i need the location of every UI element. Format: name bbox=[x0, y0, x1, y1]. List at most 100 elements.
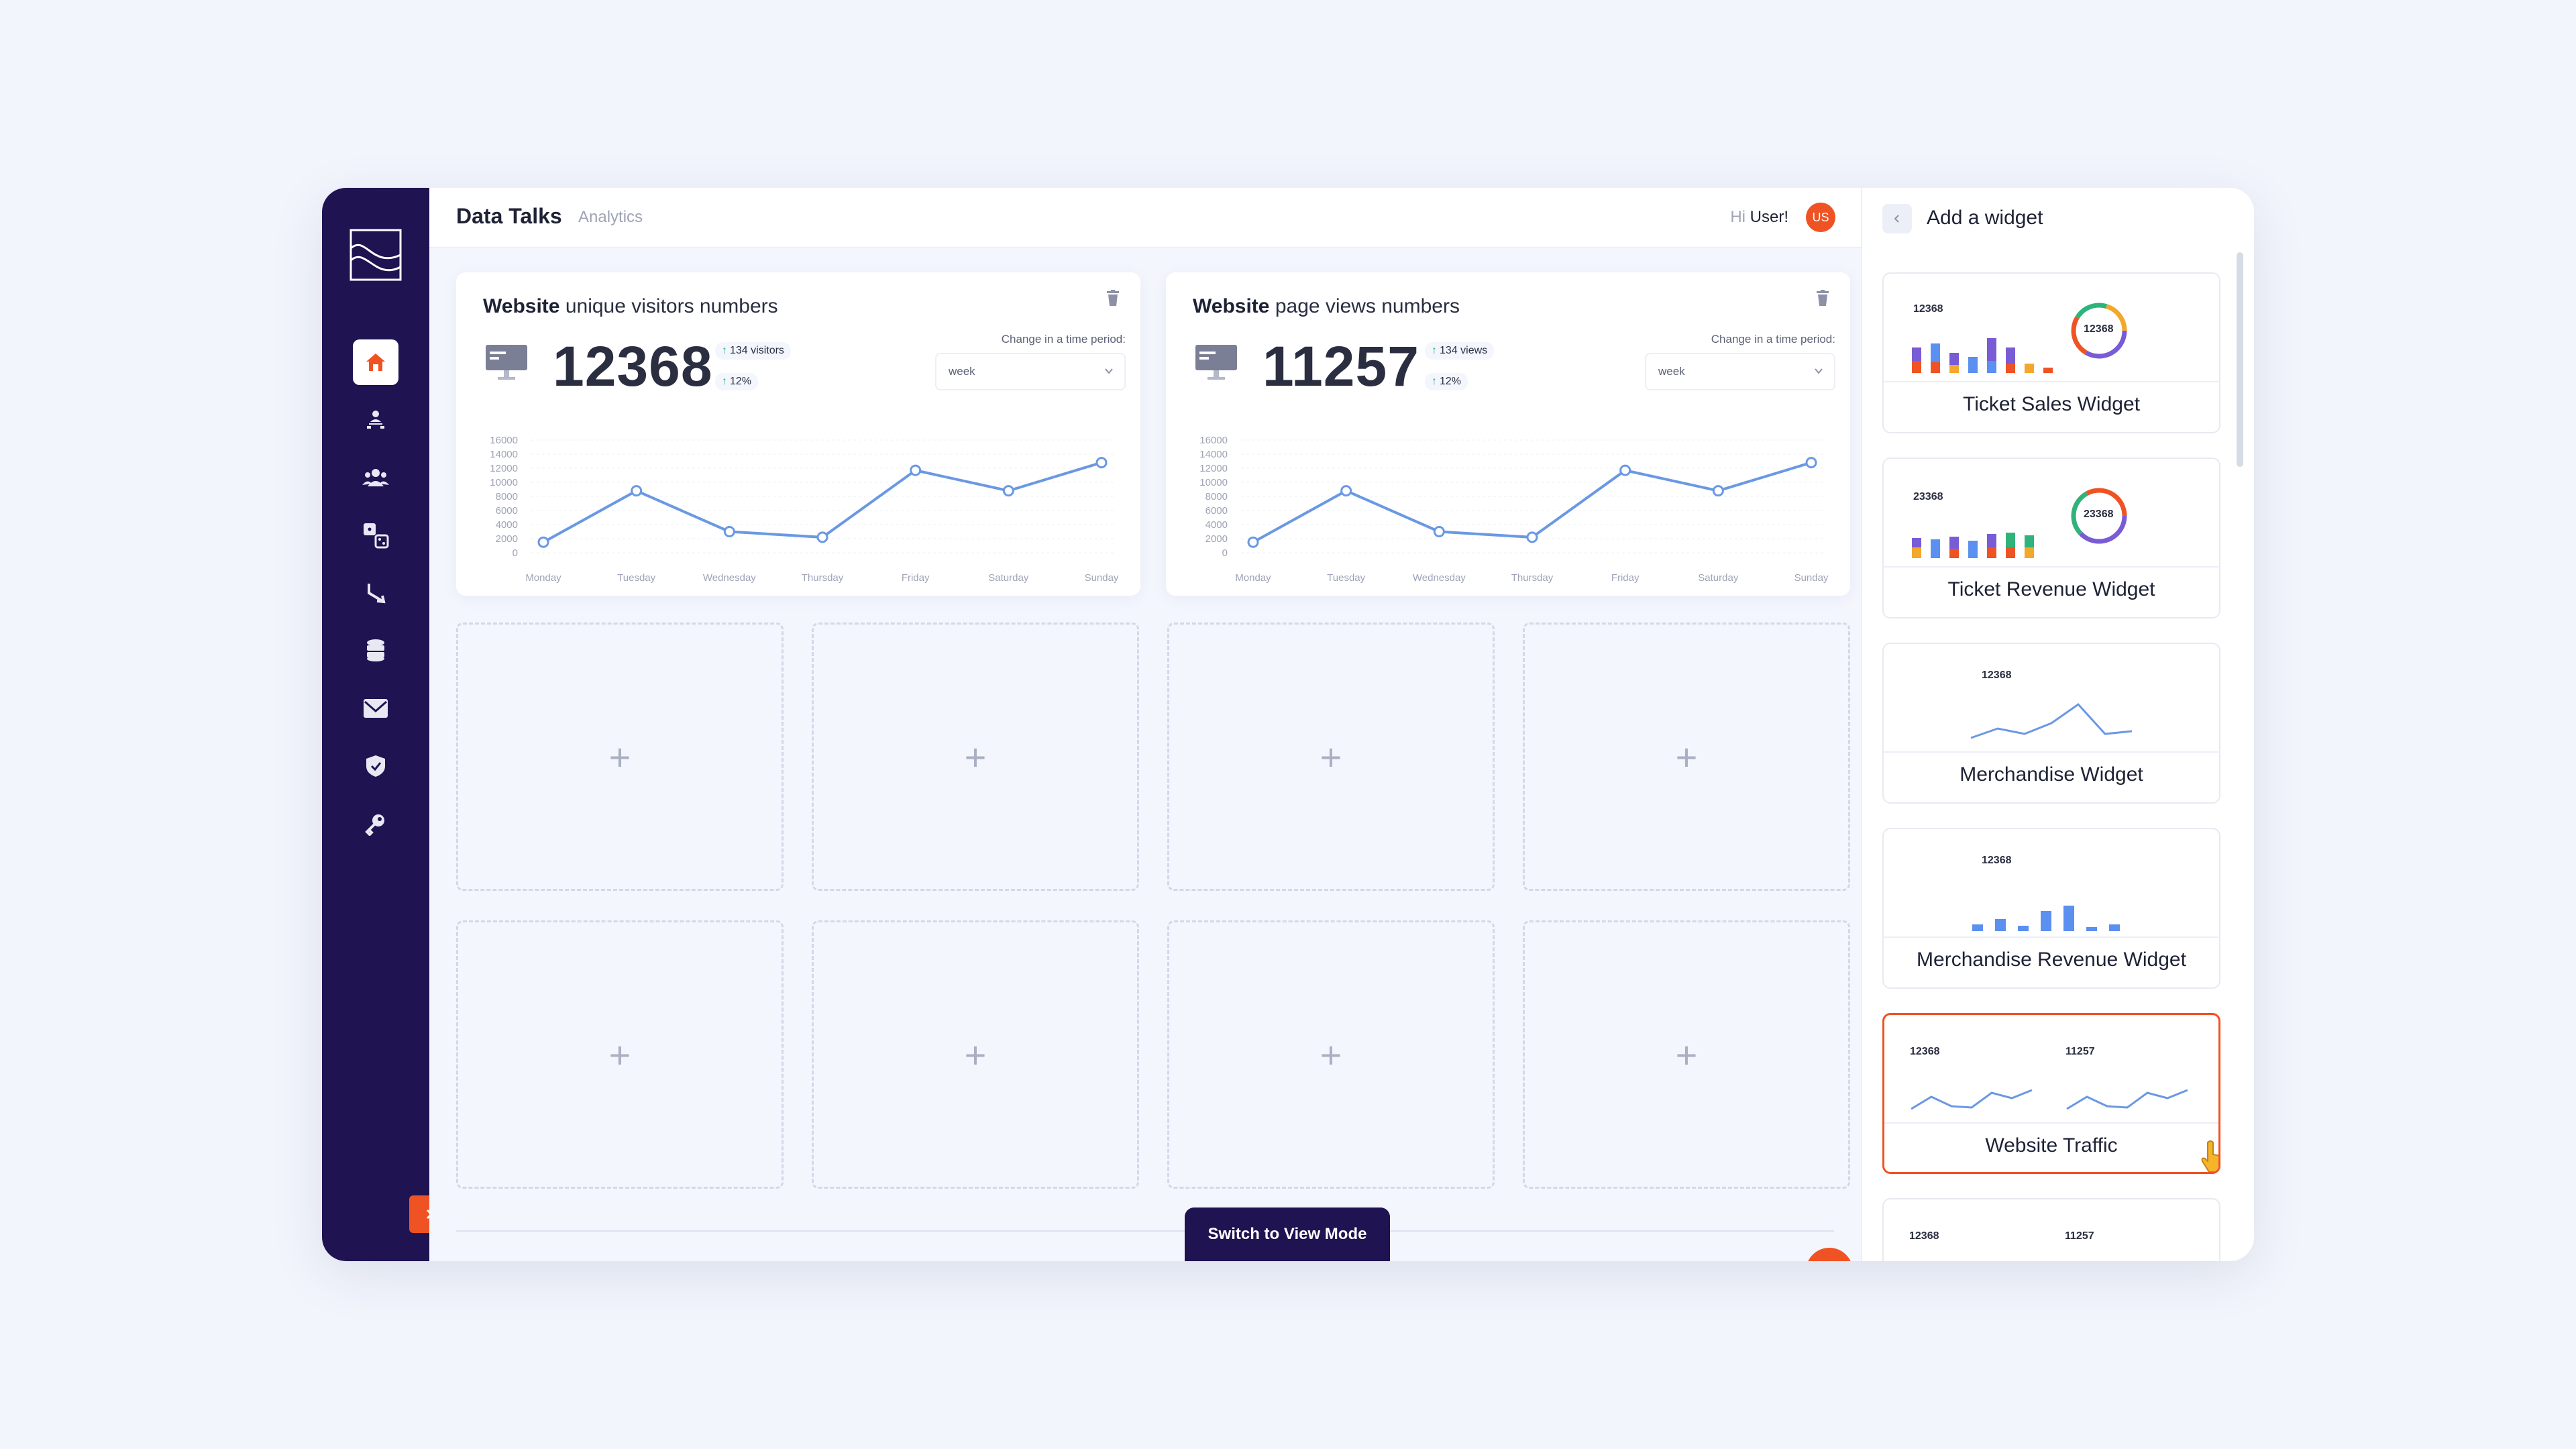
data-point[interactable] bbox=[1526, 531, 1538, 543]
arrow-up-icon: ↑ bbox=[722, 376, 727, 387]
widget-thumbnail: 23368 23368 bbox=[1884, 459, 2219, 568]
data-point[interactable] bbox=[816, 531, 828, 543]
stat-change-count: ↑ 134 visitors bbox=[715, 342, 791, 360]
add-widget-slot[interactable]: + bbox=[1167, 920, 1495, 1189]
period-label: Change in a time period: bbox=[1711, 333, 1835, 345]
y-tick-label: 8000 bbox=[1205, 491, 1228, 502]
widget-thumbnail: 12368 bbox=[1884, 644, 2219, 753]
collapse-panel-button[interactable] bbox=[1882, 204, 1912, 233]
y-tick-label: 10000 bbox=[490, 477, 518, 488]
widget-thumbnail: 12368 11257 bbox=[1884, 1015, 2218, 1124]
monitor-icon bbox=[486, 345, 527, 380]
period-select-value: week bbox=[1658, 365, 1685, 378]
y-tick-label: 2000 bbox=[496, 533, 518, 545]
widget-option-merchandise[interactable]: 12368 Merchandise Widget bbox=[1882, 643, 2220, 804]
data-point[interactable] bbox=[1095, 457, 1108, 469]
sidebar-item-database[interactable] bbox=[353, 628, 398, 674]
sidebar-item-security[interactable] bbox=[353, 743, 398, 789]
sidebar bbox=[322, 188, 429, 1261]
add-widget-slot[interactable]: + bbox=[456, 623, 784, 891]
x-tick-label: Saturday bbox=[1698, 572, 1739, 584]
y-tick-label: 14000 bbox=[1199, 449, 1228, 460]
y-tick-label: 2000 bbox=[1205, 533, 1228, 545]
period-select[interactable]: week bbox=[1645, 353, 1835, 390]
app-window: Data Talks Analytics Hi User! US Website… bbox=[322, 188, 2254, 1261]
data-point[interactable] bbox=[631, 485, 643, 497]
x-tick-label: Saturday bbox=[988, 572, 1029, 584]
data-point[interactable] bbox=[910, 464, 922, 476]
data-point[interactable] bbox=[537, 536, 549, 548]
sidebar-item-users[interactable] bbox=[353, 455, 398, 500]
y-tick-label: 0 bbox=[1222, 547, 1228, 559]
data-point[interactable] bbox=[1619, 464, 1631, 476]
app-logo-icon[interactable] bbox=[349, 228, 402, 282]
y-tick-label: 10000 bbox=[1199, 477, 1228, 488]
arrow-up-icon: ↑ bbox=[1432, 345, 1437, 356]
widget-title-rest: page views numbers bbox=[1275, 295, 1460, 317]
donut-chart-thumbnail bbox=[2071, 488, 2127, 544]
widget-thumbnail: 12368 11257 bbox=[1884, 1199, 2219, 1261]
arrow-up-icon: ↑ bbox=[722, 345, 727, 356]
thumb-value: 12368 bbox=[1910, 1046, 1940, 1057]
trash-icon[interactable] bbox=[1106, 290, 1120, 307]
sidebar-item-home[interactable] bbox=[353, 339, 398, 385]
floating-action-button[interactable] bbox=[1806, 1248, 1853, 1261]
panel-scrollbar[interactable] bbox=[2237, 252, 2243, 467]
x-tick-label: Monday bbox=[1235, 572, 1271, 584]
widget-option-ticket-sales[interactable]: 12368 12368 bbox=[1882, 272, 2220, 433]
widget-option-merchandise-revenue[interactable]: 12368 Merchandise Revenue Widget bbox=[1882, 828, 2220, 989]
avatar[interactable]: US bbox=[1806, 203, 1835, 232]
add-widget-slot[interactable]: + bbox=[1167, 623, 1495, 891]
trash-icon[interactable] bbox=[1815, 290, 1830, 307]
stat-change-percent: ↑ 12% bbox=[1425, 373, 1468, 390]
greeting: Hi User! bbox=[1730, 208, 1788, 227]
data-point[interactable] bbox=[723, 526, 735, 537]
sidebar-item-hierarchy[interactable] bbox=[353, 397, 398, 443]
sidebar-item-split[interactable] bbox=[353, 570, 398, 616]
app-name: Data Talks bbox=[456, 204, 562, 228]
visitors-value: 12368 bbox=[553, 335, 713, 398]
data-point[interactable] bbox=[1002, 485, 1014, 497]
widget-label: Ticket Sales Widget bbox=[1963, 393, 2140, 415]
divider bbox=[456, 1230, 1834, 1232]
hand-pointer-icon bbox=[2201, 1140, 2218, 1172]
period-select[interactable]: week bbox=[935, 353, 1126, 390]
data-point[interactable] bbox=[1247, 536, 1259, 548]
sidebar-item-key[interactable] bbox=[353, 801, 398, 847]
switch-to-view-mode-button[interactable]: Switch to View Mode bbox=[1185, 1208, 1390, 1261]
x-tick-label: Friday bbox=[1611, 572, 1640, 584]
add-widget-slot[interactable]: + bbox=[1523, 920, 1850, 1189]
bar-chart-thumbnail bbox=[1912, 338, 2053, 373]
add-widget-panel: Add a widget 12368 bbox=[1861, 188, 2254, 1261]
sidebar-item-mail[interactable] bbox=[353, 686, 398, 731]
add-widget-slot[interactable]: + bbox=[812, 623, 1139, 891]
add-widget-slot[interactable]: + bbox=[1523, 623, 1850, 891]
widget-option-website-traffic[interactable]: 12368 11257 Website Traffic bbox=[1882, 1013, 2220, 1174]
widget-option-ticket-revenue[interactable]: 23368 23368 Ticket Revenue Widget bbox=[1882, 458, 2220, 619]
data-point[interactable] bbox=[1433, 526, 1445, 537]
y-tick-label: 16000 bbox=[1199, 435, 1228, 446]
data-point[interactable] bbox=[1712, 485, 1724, 497]
data-point[interactable] bbox=[1340, 485, 1352, 497]
page-views-widget: Website page views numbers 11257 ↑ 134 vi… bbox=[1166, 272, 1850, 596]
thumb-ring-value: 23368 bbox=[2084, 508, 2114, 520]
split-arrow-icon bbox=[368, 584, 386, 604]
stat-change-percent: ↑ 12% bbox=[715, 373, 759, 390]
sidebar-item-dice[interactable] bbox=[353, 513, 398, 558]
visitors-widget: Website unique visitors numbers 12368 ↑ 1… bbox=[456, 272, 1140, 596]
data-point[interactable] bbox=[1805, 457, 1817, 469]
widget-option-website-traffic-alt[interactable]: 12368 11257 bbox=[1882, 1198, 2220, 1261]
add-widget-slot[interactable]: + bbox=[812, 920, 1139, 1189]
widget-thumbnail: 12368 12368 bbox=[1884, 274, 2219, 382]
bar-chart-thumbnail bbox=[1912, 533, 2034, 558]
x-tick-label: Sunday bbox=[1794, 572, 1829, 584]
y-tick-label: 12000 bbox=[1199, 463, 1228, 474]
widget-label: Ticket Revenue Widget bbox=[1947, 578, 2155, 600]
widget-title: Website unique visitors numbers bbox=[483, 295, 778, 318]
thumb-value: 12368 bbox=[1909, 1230, 1939, 1242]
stat-change-percent-text: 12% bbox=[1440, 376, 1462, 387]
add-widget-slot[interactable]: + bbox=[456, 920, 784, 1189]
thumb-value: 12368 bbox=[1913, 303, 1943, 315]
home-icon bbox=[366, 354, 385, 371]
donut-chart-thumbnail bbox=[2071, 303, 2127, 359]
